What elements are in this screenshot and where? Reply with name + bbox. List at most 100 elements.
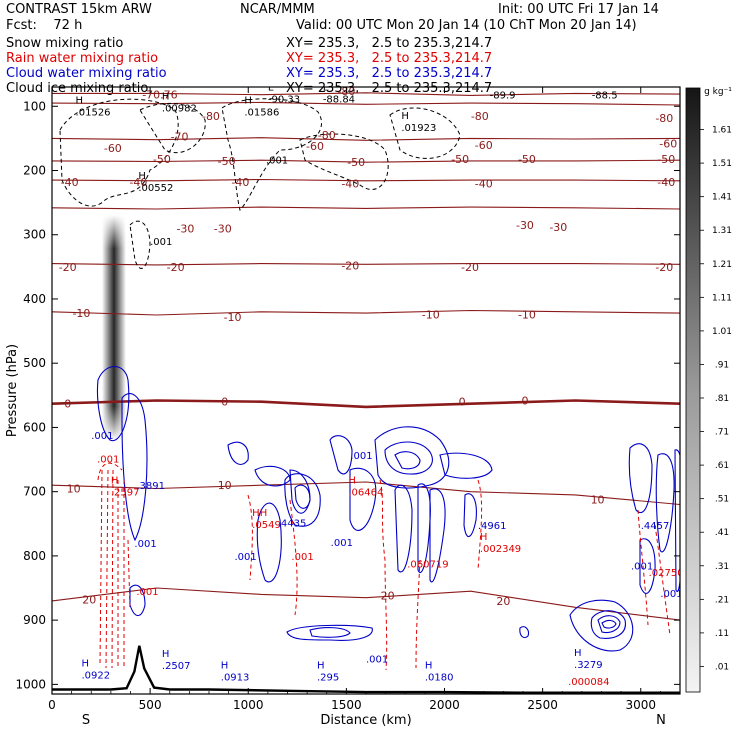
y-tick-label: 700 [23, 485, 46, 499]
isotherm-label: -80 [655, 112, 673, 125]
isotherm-minus-50 [52, 159, 680, 163]
extremum-value: .01586 [244, 107, 279, 118]
extremum-value: .001 [631, 562, 653, 573]
extremum-marker: H [138, 171, 146, 182]
colorbar-label: 1.61 [712, 126, 732, 136]
extremum-value: .2597 [111, 488, 140, 499]
isotherm-minus-70 [52, 101, 680, 106]
y-tick-label: 600 [23, 420, 46, 434]
extremum-marker: H [111, 476, 119, 487]
colorbar-label: .61 [715, 461, 729, 471]
isotherm-label: -40 [129, 176, 147, 189]
extremum-value: .001 [150, 237, 172, 248]
extremum-value: .01526 [76, 107, 111, 118]
field-value-label: H.00552 [138, 171, 173, 194]
isotherm-label: -50 [518, 153, 536, 166]
extremum-marker: L [490, 79, 496, 90]
field-value-label: .001 [660, 589, 682, 600]
extremum-value: .2507 [162, 661, 191, 672]
colorbar-label: .41 [715, 528, 729, 538]
field-value-label: .02750 [649, 568, 680, 579]
extremum-value: .001 [366, 655, 388, 666]
field-value-label: .4457 [641, 521, 670, 532]
colorbar-label: 1.41 [712, 193, 732, 203]
field-value-label: .001 [134, 539, 156, 550]
colorbar-label: .31 [715, 562, 729, 572]
field-value-label: H.01586 [244, 95, 279, 118]
y-tick-label: 200 [23, 164, 46, 178]
extremum-marker: H [574, 648, 582, 659]
extremum-value: .00552 [138, 183, 173, 194]
isotherm-label: -40 [341, 177, 359, 190]
field-value-label: .001 [136, 587, 158, 598]
isotherm-label: -50 [218, 155, 236, 168]
extremum-marker: L [268, 83, 274, 94]
field-value-label: .001 [631, 562, 653, 573]
field-value-label: H.01526 [76, 95, 111, 118]
isotherm-label: -50 [153, 153, 171, 166]
extremum-value: .001 [350, 451, 372, 462]
isotherm-label: -60 [306, 140, 324, 153]
colorbar-label: .91 [715, 360, 729, 370]
extremum-value: .3279 [574, 660, 603, 671]
extremum-marker: H [244, 95, 252, 106]
isotherm-label: 20 [496, 595, 510, 608]
y-tick-label: 400 [23, 292, 46, 306]
field-xy-cloud-water: XY= 235.3, 2.5 to 235.3,214.7 [286, 66, 493, 81]
isotherm-20 [52, 587, 680, 621]
extremum-value: .0180 [425, 673, 454, 684]
extremum-value: -88.5 [592, 91, 618, 102]
isotherm-label: -10 [224, 311, 242, 324]
field-value-label: .001 [266, 156, 288, 167]
extremum-value: .4961 [478, 521, 507, 532]
isotherm-minus-80 [52, 92, 680, 96]
extremum-value: .001 [660, 589, 682, 600]
extremum-value: .000084 [568, 677, 609, 688]
field-xy-cloud-ice: XY= 235.3, 2.5 to 235.3,214.7 [286, 81, 493, 96]
rain-water-contours [97, 462, 671, 671]
field-value-label: .001 [91, 431, 113, 442]
extremum-marker: H [348, 476, 356, 487]
isotherm-label: -70.76 [142, 89, 177, 102]
field-value-label: .001 [150, 237, 172, 248]
extremum-value: -90.33 [268, 95, 300, 106]
isotherm-label: -40 [657, 176, 675, 189]
field-value-label: .001 [331, 538, 353, 549]
isotherm-label: -50 [657, 153, 675, 166]
y-tick-label: 100 [23, 99, 46, 113]
extremum-value: -88.84 [323, 95, 355, 106]
extremum-value: .001 [97, 454, 119, 465]
extremum-value: .0913 [221, 673, 250, 684]
field-value-label: L-88.84 [323, 87, 355, 106]
isotherm-label: 0 [221, 396, 228, 409]
field-value-label: H.0922 [81, 659, 110, 682]
isotherm-minus-40 [52, 178, 680, 182]
isotherm-label: -10 [72, 307, 90, 320]
isotherm-label: -40 [231, 176, 249, 189]
south-label: S [82, 713, 90, 728]
extremum-value: .001 [331, 538, 353, 549]
isotherm-label: 0 [521, 394, 528, 407]
field-value-label: H.3279 [574, 648, 603, 671]
x-tick-label: 2500 [527, 698, 558, 712]
y-tick-label: 900 [23, 613, 46, 627]
isotherm-label: 0 [459, 396, 466, 409]
isotherm-label: -10 [518, 308, 536, 321]
extremum-marker: HH [252, 508, 267, 519]
isotherm-label: -50 [347, 156, 365, 169]
field-value-label: .3891 [136, 481, 165, 492]
colorbar-label: 1.11 [712, 293, 732, 303]
isotherm-label: 20 [82, 594, 96, 607]
extremum-value: .001 [235, 552, 257, 563]
isotherm-label: 10 [218, 479, 232, 492]
extremum-value: .0549 [252, 520, 281, 531]
extremum-marker: L [592, 79, 598, 90]
extremum-value: -89.9 [490, 91, 516, 102]
extremum-marker: H [425, 661, 433, 672]
field-value-label: .4961 [478, 521, 507, 532]
extremum-marker: H [81, 659, 89, 670]
field-value-label: L-88.5 [592, 79, 618, 102]
cloud-water-contours [97, 365, 680, 652]
extremum-marker: H [76, 95, 84, 106]
isotherm-label: -50 [451, 153, 469, 166]
